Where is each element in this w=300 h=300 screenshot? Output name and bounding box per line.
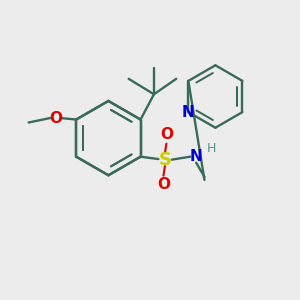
Text: H: H [207, 142, 216, 155]
Text: N: N [182, 105, 195, 120]
Text: S: S [158, 151, 171, 169]
Text: O: O [49, 110, 62, 125]
Text: O: O [160, 127, 173, 142]
Text: O: O [157, 177, 170, 192]
Text: N: N [190, 149, 203, 164]
